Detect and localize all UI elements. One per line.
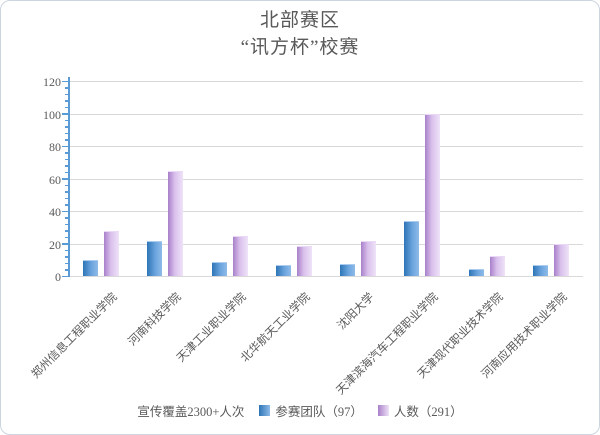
bar-teams-5	[340, 263, 356, 276]
chart-title-line-1: 北部赛区	[259, 10, 340, 31]
bar-people-1	[104, 231, 120, 276]
y-axis-minor-tick	[64, 184, 68, 186]
bar-people-6	[425, 114, 441, 276]
legend-item-teams: 参赛团队（97）	[259, 401, 363, 420]
y-axis-minor-tick	[64, 171, 68, 173]
y-axis-tick-label: 0	[55, 270, 61, 284]
legend-item-people: 人数（291）	[377, 401, 463, 420]
y-axis-tick-label: 80	[49, 140, 61, 154]
y-axis-tick-label: 100	[43, 107, 61, 122]
y-axis-minor-tick	[64, 106, 68, 108]
bar-people-7	[489, 255, 505, 276]
x-axis-label: 河南科技学院	[126, 291, 184, 349]
bar-people-4	[296, 245, 312, 276]
y-axis-minor-tick	[64, 204, 68, 206]
y-axis-major-tick	[62, 243, 68, 245]
chart-title-line-2: “讯方杯”校赛	[240, 37, 360, 58]
y-axis-tick-label: 60	[49, 172, 61, 187]
y-axis-minor-tick	[64, 100, 68, 102]
y-axis-minor-tick	[64, 158, 68, 160]
y-axis-major-tick	[62, 210, 68, 212]
gridline-40	[69, 211, 583, 212]
legend: 宣传覆盖2300+人次 参赛团队（97） 人数（291）	[1, 401, 599, 420]
y-axis-minor-tick	[64, 165, 68, 167]
legend-swatch-people-icon	[377, 405, 389, 416]
y-axis-minor-tick	[64, 132, 68, 134]
y-axis	[62, 77, 70, 277]
y-axis-minor-tick	[64, 93, 68, 95]
y-axis-minor-tick	[64, 139, 68, 141]
bar-teams-2	[147, 240, 163, 276]
bar-teams-4	[275, 265, 291, 276]
y-axis-major-tick	[62, 178, 68, 180]
y-axis-major-tick	[62, 145, 68, 147]
y-axis-tick-label: 40	[49, 205, 61, 219]
legend-swatch-teams-icon	[259, 405, 271, 416]
legend-label-people: 人数（291）	[393, 405, 463, 419]
plot-area: 0 20 40 60 80 100 120 郑州信息工程职业学院 河南科技学院 天津工业职业学院北…	[30, 75, 583, 397]
y-axis-minor-tick	[64, 223, 68, 225]
legend-note: 宣传覆盖2300+人次	[137, 405, 245, 419]
x-axis-label: 沈阳大学	[335, 291, 377, 333]
y-axis-minor-tick	[64, 217, 68, 219]
bar-people-2	[168, 171, 184, 276]
y-axis-minor-tick	[64, 119, 68, 121]
y-axis-minor-tick	[64, 249, 68, 251]
bar-teams-8	[532, 265, 548, 276]
bar-teams-7	[468, 268, 484, 276]
x-axis-label: 郑州信息工程职业学院	[29, 291, 120, 381]
y-axis-minor-tick	[64, 126, 68, 128]
gridline-100	[69, 113, 583, 115]
gridline-60	[69, 178, 583, 180]
y-axis-major-tick	[62, 113, 68, 115]
y-axis-minor-tick	[64, 236, 68, 238]
y-axis-minor-tick	[64, 269, 68, 271]
y-axis-minor-tick	[64, 191, 68, 193]
y-axis-major-tick	[62, 80, 68, 82]
y-axis-minor-tick	[64, 87, 68, 89]
bar-people-5	[361, 240, 377, 276]
gridline-0	[69, 276, 583, 277]
gridline-80	[69, 146, 583, 147]
y-axis-tick-label: 20	[49, 237, 61, 252]
legend-label-teams: 参赛团队（97）	[275, 405, 363, 419]
gridline-120	[69, 81, 583, 82]
bar-people-8	[553, 244, 569, 276]
y-axis-minor-tick	[64, 230, 68, 232]
bar-teams-1	[83, 260, 99, 276]
chart-title: 北部赛区 “讯方杯”校赛	[1, 7, 599, 61]
y-axis-major-tick	[62, 275, 68, 277]
bar-people-3	[232, 236, 248, 276]
y-axis-minor-tick	[64, 197, 68, 199]
bar-teams-3	[211, 262, 227, 276]
y-axis-tick-label: 120	[43, 75, 61, 89]
y-axis-minor-tick	[64, 256, 68, 258]
bar-teams-6	[404, 221, 420, 276]
y-axis-minor-tick	[64, 152, 68, 154]
y-axis-minor-tick	[64, 262, 68, 264]
gridline-20	[69, 243, 583, 245]
